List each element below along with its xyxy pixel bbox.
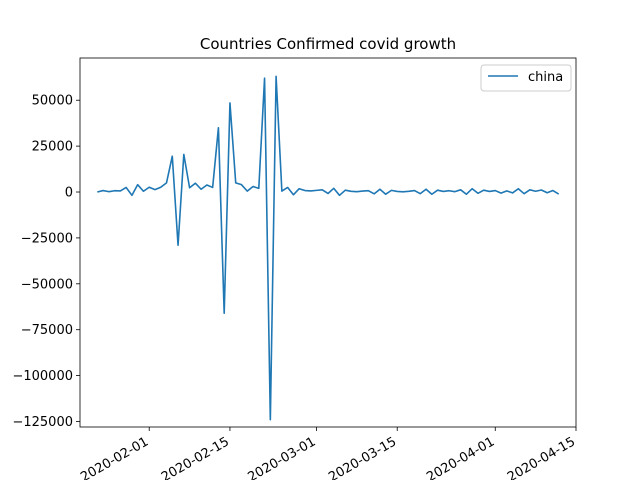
y-tick-label: 25000 <box>32 140 73 155</box>
legend-label-china: china <box>528 70 563 85</box>
x-axis: 2020-02-01 2020-02-15 2020-03-01 2020-03-15… <box>78 427 578 480</box>
chart-title: Countries Confirmed covid growth <box>200 35 456 53</box>
x-tick-label: 2020-04-15 <box>505 434 578 480</box>
series-layer <box>97 75 560 421</box>
x-tick-label: 2020-03-01 <box>246 434 319 480</box>
x-tick-label: 2020-04-01 <box>424 434 497 480</box>
plot-area <box>79 57 577 428</box>
y-tick-label: −75000 <box>21 323 73 338</box>
series-line-china <box>97 75 560 421</box>
plot-frame <box>79 57 577 428</box>
x-tick-label: 2020-02-15 <box>159 434 232 480</box>
y-tick-label: −50000 <box>21 277 73 292</box>
y-tick-label: −125000 <box>12 415 73 430</box>
y-axis: 50000 25000 0 −25000 −50000 −75000 −100000 −125… <box>12 94 80 430</box>
y-tick-label: 0 <box>65 186 73 201</box>
x-tick-label: 2020-02-01 <box>78 434 151 480</box>
x-tick-label: 2020-03-15 <box>326 434 399 480</box>
legend: china <box>480 64 572 92</box>
legend-box <box>480 64 572 92</box>
y-tick-label: −100000 <box>12 369 73 384</box>
y-tick-label: 50000 <box>32 94 73 109</box>
y-tick-label: −25000 <box>21 231 73 246</box>
